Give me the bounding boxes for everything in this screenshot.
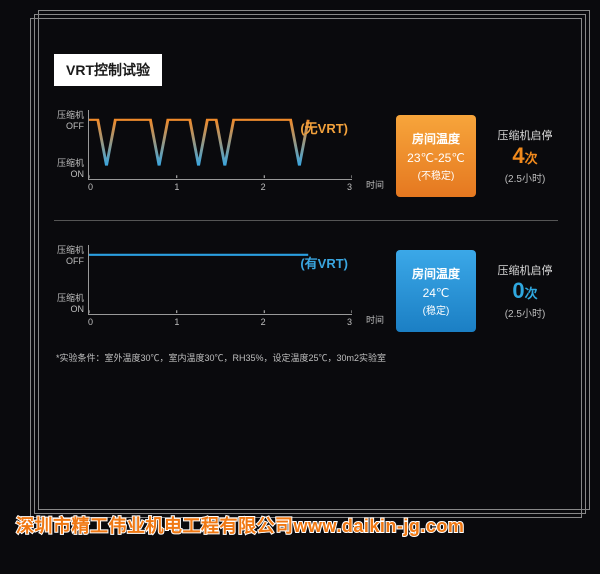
divider (54, 220, 558, 221)
room-temp-box-with-vrt: 房间温度 24℃ (稳定) (396, 250, 476, 332)
section-title: VRT控制试验 (54, 54, 162, 86)
chart-row-with-vrt: 压缩机 OFF 压缩机 ON 0123 时间 (有VRT) 房间温度 24℃ (… (46, 245, 566, 337)
watermark: 深圳市精工伟业机电工程有限公司www.daikin-jg.com 深圳市精工伟业… (0, 512, 600, 538)
compressor-count-no-vrt: 压缩机启停 4次 (2.5小时) (484, 115, 566, 197)
box-note: (不稳定) (418, 167, 455, 182)
series-label-with-vrt: (有VRT) (300, 253, 348, 272)
box-title: 房间温度 (412, 130, 460, 147)
y-label-off: 压缩机 OFF (48, 245, 84, 267)
side-unit: 次 (525, 286, 538, 301)
chart-with-vrt: 压缩机 OFF 压缩机 ON 0123 时间 (有VRT) (46, 245, 388, 337)
box-value: 24℃ (423, 286, 450, 300)
y-label-off: 压缩机 OFF (48, 110, 84, 132)
side-unit: 次 (525, 151, 538, 166)
compressor-count-with-vrt: 压缩机启停 0次 (2.5小时) (484, 250, 566, 332)
series-label-no-vrt: (无VRT) (300, 118, 348, 137)
x-axis-label: 时间 (366, 313, 384, 326)
side-count: 4 (512, 143, 524, 168)
side-note: (2.5小时) (505, 170, 546, 185)
y-label-on: 压缩机 ON (48, 293, 84, 315)
x-axis-label: 时间 (366, 178, 384, 191)
side-count: 0 (512, 278, 524, 303)
room-temp-box-no-vrt: 房间温度 23℃-25℃ (不稳定) (396, 115, 476, 197)
y-label-on: 压缩机 ON (48, 158, 84, 180)
main-content: VRT控制试验 压缩机 OFF 压缩机 ON 0123 时间 (无VRT) 房间… (30, 18, 582, 518)
box-value: 23℃-25℃ (407, 151, 465, 165)
box-note: (稳定) (423, 302, 450, 317)
chart-row-no-vrt: 压缩机 OFF 压缩机 ON 0123 时间 (无VRT) 房间温度 23℃-2… (46, 110, 566, 202)
side-title: 压缩机启停 (498, 127, 553, 143)
box-title: 房间温度 (412, 265, 460, 282)
side-title: 压缩机启停 (498, 262, 553, 278)
chart-no-vrt: 压缩机 OFF 压缩机 ON 0123 时间 (无VRT) (46, 110, 388, 202)
side-note: (2.5小时) (505, 305, 546, 320)
footnote: *实验条件：室外温度30℃，室内温度30℃，RH35%，设定温度25℃，30m2… (56, 351, 566, 364)
